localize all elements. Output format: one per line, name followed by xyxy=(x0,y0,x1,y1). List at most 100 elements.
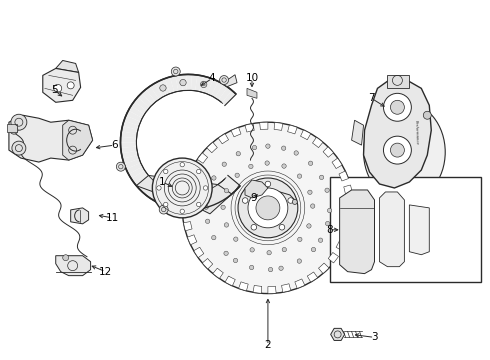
Polygon shape xyxy=(128,106,145,118)
Circle shape xyxy=(325,221,330,226)
Polygon shape xyxy=(121,147,137,153)
Circle shape xyxy=(391,143,404,157)
Circle shape xyxy=(164,202,168,207)
Wedge shape xyxy=(239,282,248,291)
Polygon shape xyxy=(379,192,404,267)
Polygon shape xyxy=(126,163,143,174)
Text: 3: 3 xyxy=(371,332,378,342)
Wedge shape xyxy=(282,284,291,292)
Polygon shape xyxy=(175,75,183,91)
Polygon shape xyxy=(150,185,163,201)
Circle shape xyxy=(248,188,288,228)
Polygon shape xyxy=(124,159,141,169)
Polygon shape xyxy=(340,190,374,274)
Polygon shape xyxy=(146,183,159,198)
Circle shape xyxy=(12,141,26,155)
Circle shape xyxy=(327,208,332,213)
Circle shape xyxy=(224,223,229,227)
Text: 10: 10 xyxy=(245,73,259,84)
Bar xyxy=(330,177,481,282)
Circle shape xyxy=(265,181,270,187)
Wedge shape xyxy=(187,235,197,245)
Circle shape xyxy=(308,161,313,166)
Wedge shape xyxy=(274,122,283,130)
Circle shape xyxy=(308,190,312,194)
Polygon shape xyxy=(247,88,257,98)
Wedge shape xyxy=(339,171,348,181)
Polygon shape xyxy=(160,189,171,206)
Polygon shape xyxy=(352,120,364,145)
Polygon shape xyxy=(124,116,141,126)
Polygon shape xyxy=(208,188,219,205)
Circle shape xyxy=(252,145,257,150)
Wedge shape xyxy=(346,200,354,208)
Circle shape xyxy=(157,186,161,190)
Text: 9: 9 xyxy=(251,193,257,203)
Wedge shape xyxy=(328,252,339,263)
Polygon shape xyxy=(219,87,232,103)
Wedge shape xyxy=(344,185,352,194)
Bar xyxy=(7,124,17,132)
Circle shape xyxy=(54,84,62,92)
Circle shape xyxy=(325,188,329,193)
Circle shape xyxy=(293,199,297,204)
Circle shape xyxy=(243,198,248,203)
Polygon shape xyxy=(211,81,223,98)
Circle shape xyxy=(200,81,207,87)
Circle shape xyxy=(212,176,216,180)
Circle shape xyxy=(196,169,201,174)
Polygon shape xyxy=(409,205,429,255)
Polygon shape xyxy=(222,179,236,194)
Circle shape xyxy=(180,162,184,167)
Polygon shape xyxy=(388,75,409,88)
Circle shape xyxy=(279,266,283,270)
Wedge shape xyxy=(288,125,297,134)
Polygon shape xyxy=(165,77,174,94)
Polygon shape xyxy=(9,115,93,162)
Polygon shape xyxy=(181,75,187,91)
Circle shape xyxy=(11,114,27,130)
Circle shape xyxy=(172,67,180,76)
Circle shape xyxy=(116,162,125,171)
Circle shape xyxy=(282,164,286,168)
Polygon shape xyxy=(131,101,147,114)
Circle shape xyxy=(234,237,238,241)
Circle shape xyxy=(294,151,298,155)
Wedge shape xyxy=(307,272,318,282)
Circle shape xyxy=(224,189,229,193)
Circle shape xyxy=(319,175,324,180)
Polygon shape xyxy=(199,76,208,93)
Circle shape xyxy=(222,162,226,166)
Polygon shape xyxy=(219,181,232,197)
Polygon shape xyxy=(203,77,213,94)
Wedge shape xyxy=(202,258,213,269)
Circle shape xyxy=(269,267,273,272)
Wedge shape xyxy=(197,153,208,163)
Polygon shape xyxy=(170,76,178,92)
Circle shape xyxy=(182,122,354,293)
Wedge shape xyxy=(268,286,276,293)
Polygon shape xyxy=(121,131,137,138)
Polygon shape xyxy=(122,151,138,159)
Circle shape xyxy=(238,178,298,238)
Wedge shape xyxy=(194,247,204,258)
Text: 4: 4 xyxy=(209,73,216,84)
Wedge shape xyxy=(318,263,329,274)
Circle shape xyxy=(236,152,241,156)
Polygon shape xyxy=(181,194,187,210)
Polygon shape xyxy=(155,81,167,97)
Circle shape xyxy=(282,247,287,252)
Polygon shape xyxy=(142,89,156,105)
Wedge shape xyxy=(245,123,254,132)
Circle shape xyxy=(63,255,69,261)
Polygon shape xyxy=(56,60,78,72)
Circle shape xyxy=(164,169,168,174)
Polygon shape xyxy=(207,79,218,96)
Circle shape xyxy=(250,248,254,252)
Polygon shape xyxy=(131,170,147,183)
Circle shape xyxy=(251,224,257,230)
Polygon shape xyxy=(121,137,137,142)
Polygon shape xyxy=(121,142,137,148)
Circle shape xyxy=(235,173,239,177)
Polygon shape xyxy=(176,193,183,210)
